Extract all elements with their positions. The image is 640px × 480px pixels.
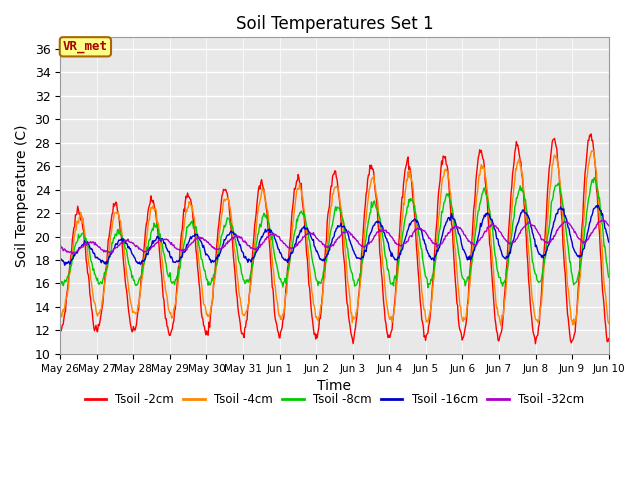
Y-axis label: Soil Temperature (C): Soil Temperature (C) [15, 124, 29, 267]
X-axis label: Time: Time [317, 379, 351, 393]
Legend: Tsoil -2cm, Tsoil -4cm, Tsoil -8cm, Tsoil -16cm, Tsoil -32cm: Tsoil -2cm, Tsoil -4cm, Tsoil -8cm, Tsoi… [80, 389, 589, 411]
Title: Soil Temperatures Set 1: Soil Temperatures Set 1 [236, 15, 433, 33]
Text: VR_met: VR_met [63, 40, 108, 53]
